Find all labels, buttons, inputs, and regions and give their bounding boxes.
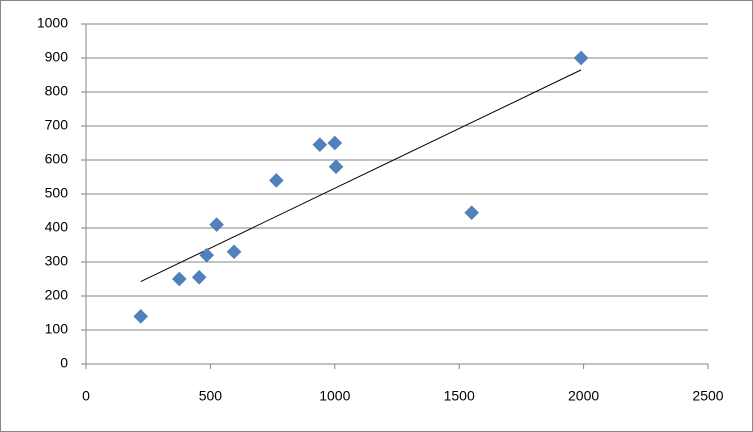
y-tick-label: 500 <box>45 185 69 201</box>
y-tick-label: 400 <box>45 219 69 235</box>
y-tick-label: 100 <box>45 321 69 337</box>
point <box>328 159 344 175</box>
point <box>199 247 215 263</box>
point <box>226 244 242 260</box>
y-tick-label: 200 <box>45 287 69 303</box>
point <box>191 269 207 285</box>
x-tick-label: 500 <box>199 388 223 404</box>
x-tick-label: 1500 <box>444 388 475 404</box>
point <box>268 173 284 188</box>
point <box>209 217 224 232</box>
y-tick-label: 700 <box>45 117 69 133</box>
y-tick-label: 600 <box>45 151 69 167</box>
y-tick-label: 900 <box>45 49 69 65</box>
point <box>171 271 187 287</box>
point <box>573 50 589 66</box>
x-tick-label: 1000 <box>319 388 350 404</box>
y-tick-label: 300 <box>45 253 69 269</box>
x-tick-label: 2500 <box>692 388 723 404</box>
x-tick-label: 0 <box>82 388 90 404</box>
point <box>133 309 149 324</box>
trendline <box>140 69 582 283</box>
x-tick-label: 2000 <box>568 388 599 404</box>
point <box>464 205 479 221</box>
point <box>327 135 343 151</box>
y-tick-label: 0 <box>60 355 68 371</box>
y-tick-label: 800 <box>45 83 69 99</box>
y-tick-label: 1000 <box>37 15 68 31</box>
point <box>312 137 328 153</box>
